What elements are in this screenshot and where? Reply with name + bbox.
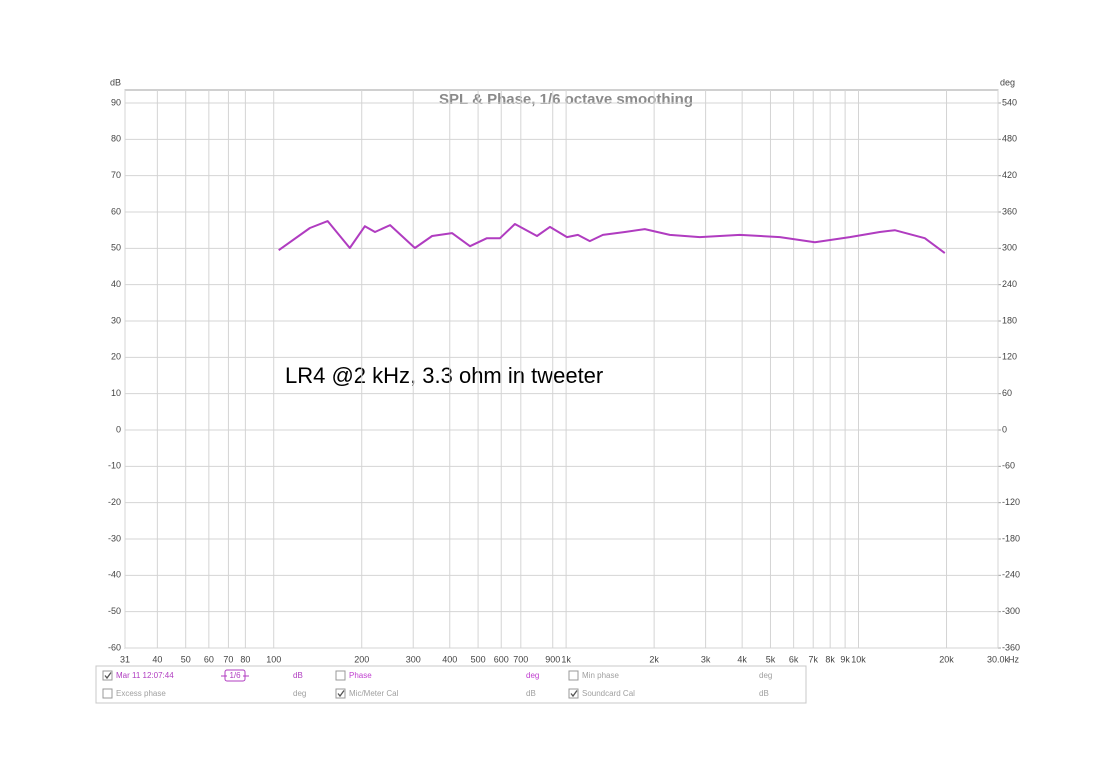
- x-tick-label: 200: [354, 654, 369, 664]
- x-tick-label: 70: [223, 654, 233, 664]
- checkmark: [104, 672, 112, 680]
- y2-axis-unit: deg: [1000, 77, 1015, 87]
- y-tick-label: 0: [116, 424, 121, 434]
- checkmark: [570, 690, 578, 698]
- y-tick-label: -30: [108, 533, 121, 543]
- y-tick-label: 60: [111, 206, 121, 216]
- y-tick-label: 70: [111, 170, 121, 180]
- x-tick-label: 31: [120, 654, 130, 664]
- legend-label: Mic/Meter Cal: [349, 689, 399, 698]
- checkbox[interactable]: [568, 688, 579, 699]
- x-tick-label: 300: [406, 654, 421, 664]
- plot-area: [124, 89, 999, 649]
- x-tick-label: 1k: [561, 654, 571, 664]
- legend-unit: deg: [759, 671, 772, 680]
- x-tick-label: 80: [240, 654, 250, 664]
- legend-unit: deg: [293, 689, 306, 698]
- y-tick-label: 40: [111, 279, 121, 289]
- annotation: LR4 @2 kHz, 3.3 ohm in tweeter: [285, 363, 603, 388]
- y-tick-label: -20: [108, 497, 121, 507]
- x-tick-label: 600: [494, 654, 509, 664]
- y2-tick-label: 300: [1002, 243, 1017, 253]
- x-tick-label: 5k: [766, 654, 776, 664]
- legend-label: Min phase: [582, 671, 619, 680]
- checkbox[interactable]: [335, 688, 346, 699]
- checkbox[interactable]: [102, 670, 113, 681]
- smoothing-box-fill: [227, 671, 243, 680]
- y2-tick-label: -120: [1002, 497, 1020, 507]
- x-tick-label: 20k: [939, 654, 954, 664]
- legend-unit: dB: [293, 671, 303, 680]
- y2-tick-label: -240: [1002, 570, 1020, 580]
- x-tick-label: 500: [471, 654, 486, 664]
- x-tick-label: 9k: [840, 654, 850, 664]
- y-tick-label: 20: [111, 352, 121, 362]
- y-tick-label: 10: [111, 388, 121, 398]
- y2-tick-label: 180: [1002, 315, 1017, 325]
- y2-tick-label: -60: [1002, 461, 1015, 471]
- legend-unit: deg: [526, 671, 539, 680]
- y-tick-label: -50: [108, 606, 121, 616]
- smoothing-label: 1/6: [229, 671, 241, 680]
- legend-panel: [95, 665, 807, 704]
- legend-label: Soundcard Cal: [582, 689, 635, 698]
- y2-tick-label: 540: [1002, 97, 1017, 107]
- x-tick-label: 700: [513, 654, 528, 664]
- legend-unit: dB: [526, 689, 536, 698]
- y-tick-label: 50: [111, 243, 121, 253]
- x-tick-label: 30.0k: [987, 654, 1010, 664]
- y2-tick-label: -360: [1002, 642, 1020, 652]
- x-tick-label: 100: [266, 654, 281, 664]
- x-tick-label: 4k: [737, 654, 747, 664]
- y2-tick-label: 480: [1002, 134, 1017, 144]
- y2-tick-label: 60: [1002, 388, 1012, 398]
- y2-tick-label: 360: [1002, 206, 1017, 216]
- checkbox[interactable]: [568, 670, 579, 681]
- checkbox[interactable]: [335, 670, 346, 681]
- legend-label: Excess phase: [116, 689, 166, 698]
- y-tick-label: 90: [111, 97, 121, 107]
- y2-tick-label: 120: [1002, 352, 1017, 362]
- x-tick-label: 50: [181, 654, 191, 664]
- checkbox[interactable]: [102, 688, 113, 699]
- x-tick-label: 3k: [701, 654, 711, 664]
- x-tick-label: 6k: [789, 654, 799, 664]
- y-tick-label: -60: [108, 642, 121, 652]
- y2-tick-label: 0: [1002, 424, 1007, 434]
- x-tick-label: 900: [545, 654, 560, 664]
- x-tick-label: 40: [152, 654, 162, 664]
- y-tick-label: -10: [108, 461, 121, 471]
- legend-unit: dB: [759, 689, 769, 698]
- y2-tick-label: 240: [1002, 279, 1017, 289]
- y2-tick-label: -180: [1002, 533, 1020, 543]
- checkmark: [337, 690, 345, 698]
- series-line: [278, 220, 946, 254]
- y2-tick-label: 420: [1002, 170, 1017, 180]
- x-tick-label: 10k: [851, 654, 866, 664]
- x-tick-label: 60: [204, 654, 214, 664]
- y-tick-label: 80: [111, 134, 121, 144]
- legend-label: Mar 11 12:07:44: [116, 671, 174, 680]
- x-axis-unit: Hz: [1008, 654, 1019, 664]
- y-tick-label: -40: [108, 570, 121, 580]
- x-tick-label: 2k: [649, 654, 659, 664]
- y-axis-unit: dB: [110, 77, 121, 87]
- y2-tick-label: -300: [1002, 606, 1020, 616]
- y-tick-label: 30: [111, 315, 121, 325]
- x-tick-label: 8k: [825, 654, 835, 664]
- legend-label: Phase: [349, 671, 372, 680]
- x-tick-label: 7k: [808, 654, 818, 664]
- x-tick-label: 400: [442, 654, 457, 664]
